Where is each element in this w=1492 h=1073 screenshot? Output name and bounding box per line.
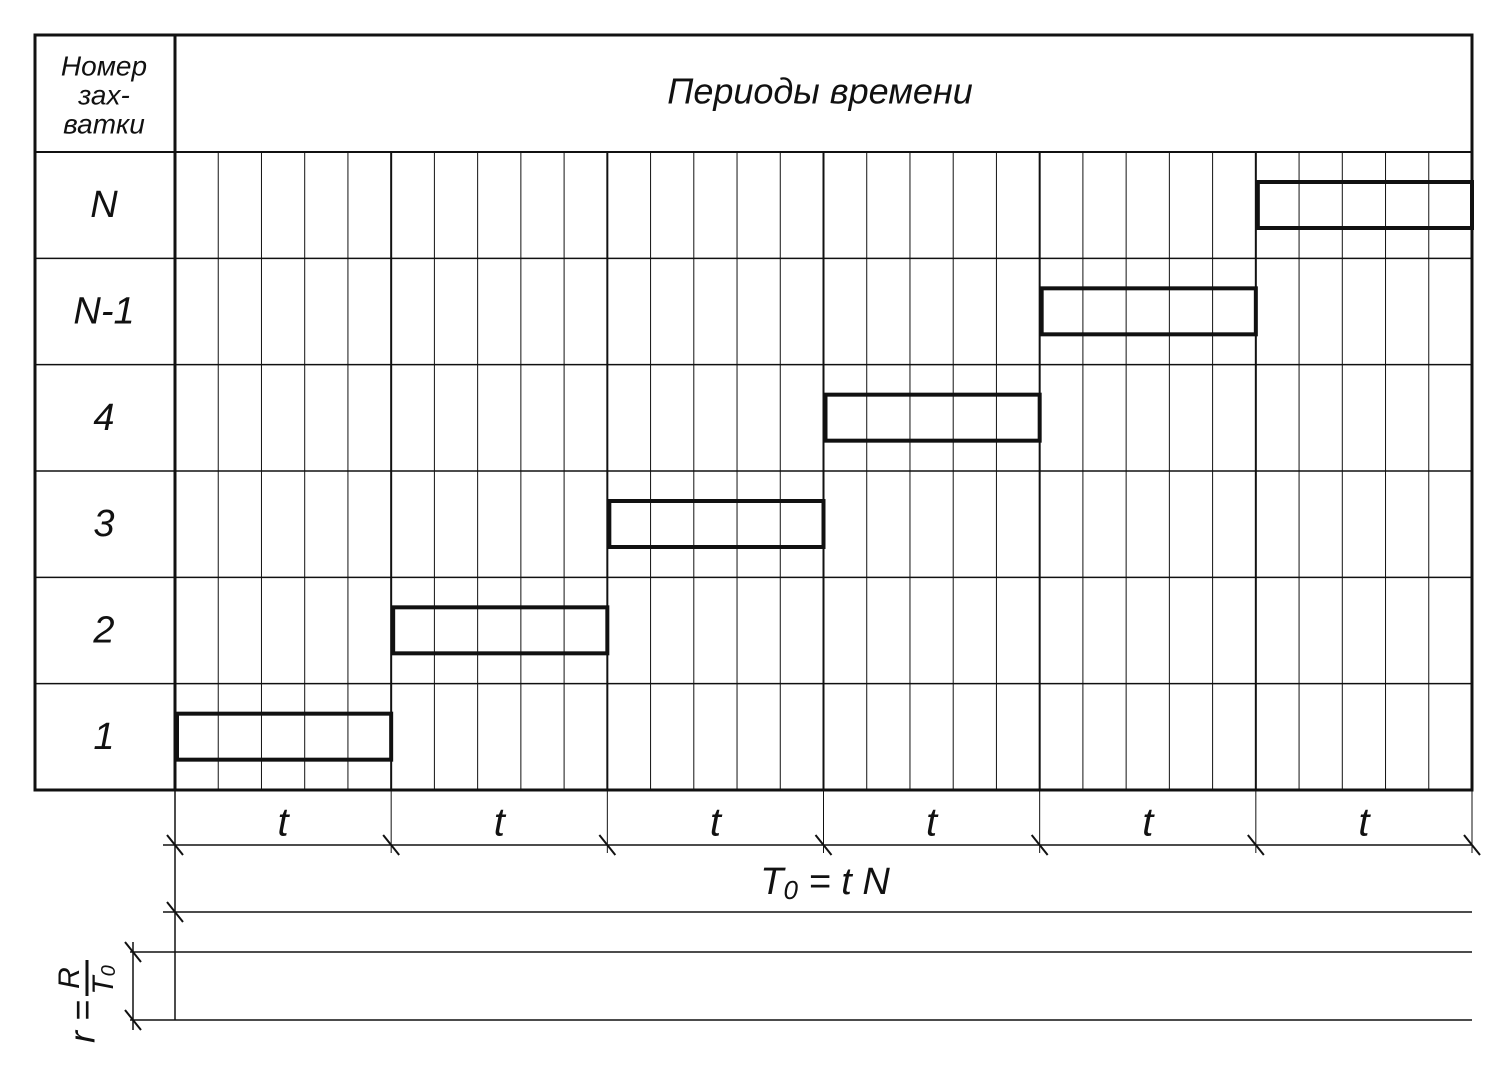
formula-numerator: R	[53, 967, 86, 989]
formula-lhs: r =	[62, 1000, 103, 1043]
dimension-tick	[1030, 834, 1049, 856]
dimension-tick	[1463, 834, 1481, 856]
work-bar	[607, 499, 826, 549]
formula: r = R T0	[53, 960, 120, 1043]
work-bar	[1255, 180, 1475, 230]
dimension-tick	[124, 941, 142, 963]
row-label: 4	[93, 397, 114, 439]
formula-den-subscript: 0	[98, 965, 120, 976]
stage-label: зах-	[77, 79, 130, 110]
dimension-tick	[1247, 834, 1265, 856]
dimension-tick	[124, 1009, 142, 1031]
table-frame	[33, 33, 1474, 792]
period-label: t	[1358, 801, 1371, 845]
total-subscript: 0	[783, 875, 798, 905]
total-rest: = t N	[798, 861, 890, 903]
period-label: t	[926, 801, 939, 845]
work-bar	[1039, 286, 1258, 337]
work-bar	[391, 605, 610, 656]
dimension-tick	[166, 834, 184, 856]
stage-label: ватки	[63, 108, 145, 139]
row-label: 2	[92, 610, 114, 652]
period-label: t	[278, 801, 291, 845]
period-label: t	[1142, 801, 1155, 845]
formula-denominator: T0	[87, 965, 120, 994]
period-label: t	[494, 801, 507, 845]
header-title: Периоды времени	[667, 71, 973, 112]
row-label: N-1	[73, 291, 134, 333]
row-label: 3	[93, 503, 114, 545]
work-bar	[175, 711, 394, 762]
dimension-tick	[814, 834, 833, 856]
formula-den-symbol: T	[87, 974, 120, 995]
row-label: N	[90, 184, 118, 226]
dimension-tick	[382, 834, 400, 856]
total-symbol: T	[760, 861, 786, 903]
total-label: T0 = t N	[760, 861, 890, 905]
row-label: 1	[93, 716, 114, 758]
dimension-tick	[166, 901, 184, 923]
period-label: t	[710, 801, 723, 845]
dimension-tick	[598, 834, 617, 856]
work-bar	[823, 392, 1042, 443]
stage-label: Номер	[61, 50, 147, 81]
